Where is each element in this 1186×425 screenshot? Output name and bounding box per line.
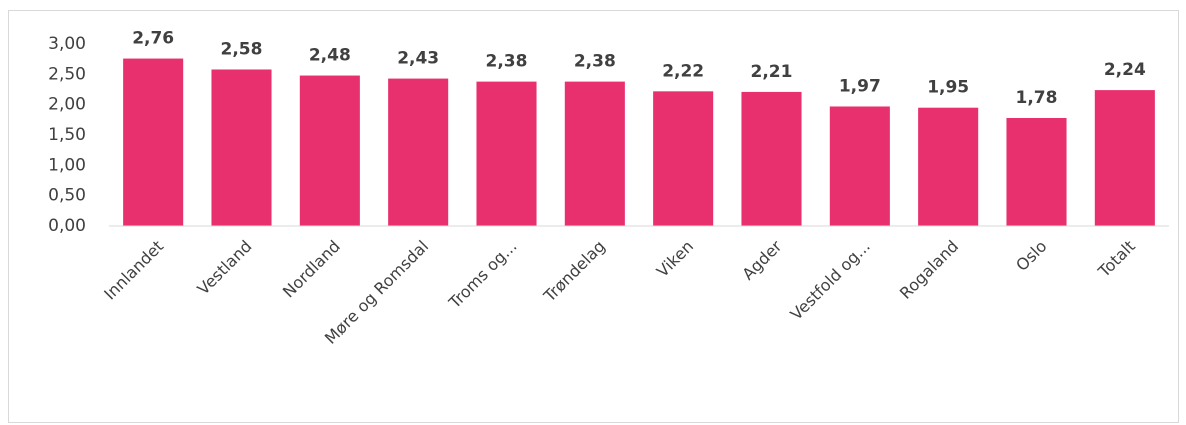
value-label: 2,22 [662, 61, 704, 81]
value-label: 2,76 [132, 29, 174, 49]
bar [388, 78, 449, 226]
value-label: 1,95 [927, 78, 969, 98]
bar [123, 58, 184, 227]
x-tick-label: Oslo [1012, 237, 1050, 275]
x-tick-label: Innlandet [100, 237, 167, 304]
y-tick-label: 0,00 [48, 216, 86, 236]
x-tick-label: Totalt [1094, 237, 1139, 282]
y-tick-label: 2,50 [48, 64, 86, 84]
x-tick-label: Troms og... [444, 237, 520, 313]
bar [1094, 90, 1155, 227]
y-tick-label: 3,00 [48, 34, 86, 54]
bar [918, 107, 979, 226]
x-tick-label: Viken [653, 237, 697, 281]
x-tick-label: Trøndelag [539, 237, 609, 307]
bar [829, 106, 890, 226]
x-tick-label: Vestland [193, 237, 255, 299]
x-tick-label: Vestfold og... [787, 237, 874, 324]
bar [653, 91, 714, 226]
bar [476, 81, 537, 226]
value-label: 1,78 [1016, 88, 1058, 108]
value-label: 2,21 [751, 62, 793, 82]
value-label: 1,97 [839, 76, 881, 96]
value-label: 2,38 [574, 52, 616, 72]
y-tick-label: 0,50 [48, 186, 86, 206]
y-tick-label: 1,50 [48, 125, 86, 145]
value-label: 2,38 [486, 52, 528, 72]
y-tick-label: 2,00 [48, 95, 86, 115]
x-tick-label: Rogaland [896, 237, 962, 303]
bar [1006, 118, 1067, 226]
bar [211, 69, 272, 226]
value-label: 2,43 [397, 49, 439, 69]
value-label: 2,58 [221, 39, 263, 59]
bar [299, 75, 360, 227]
y-tick-label: 1,00 [48, 155, 86, 175]
chart-border [8, 10, 1179, 423]
value-label: 2,48 [309, 46, 351, 66]
value-label: 2,24 [1104, 60, 1146, 80]
bar [741, 91, 802, 226]
x-tick-label: Agder [738, 236, 785, 283]
x-tick-label: Nordland [279, 237, 344, 302]
bar [564, 81, 625, 226]
